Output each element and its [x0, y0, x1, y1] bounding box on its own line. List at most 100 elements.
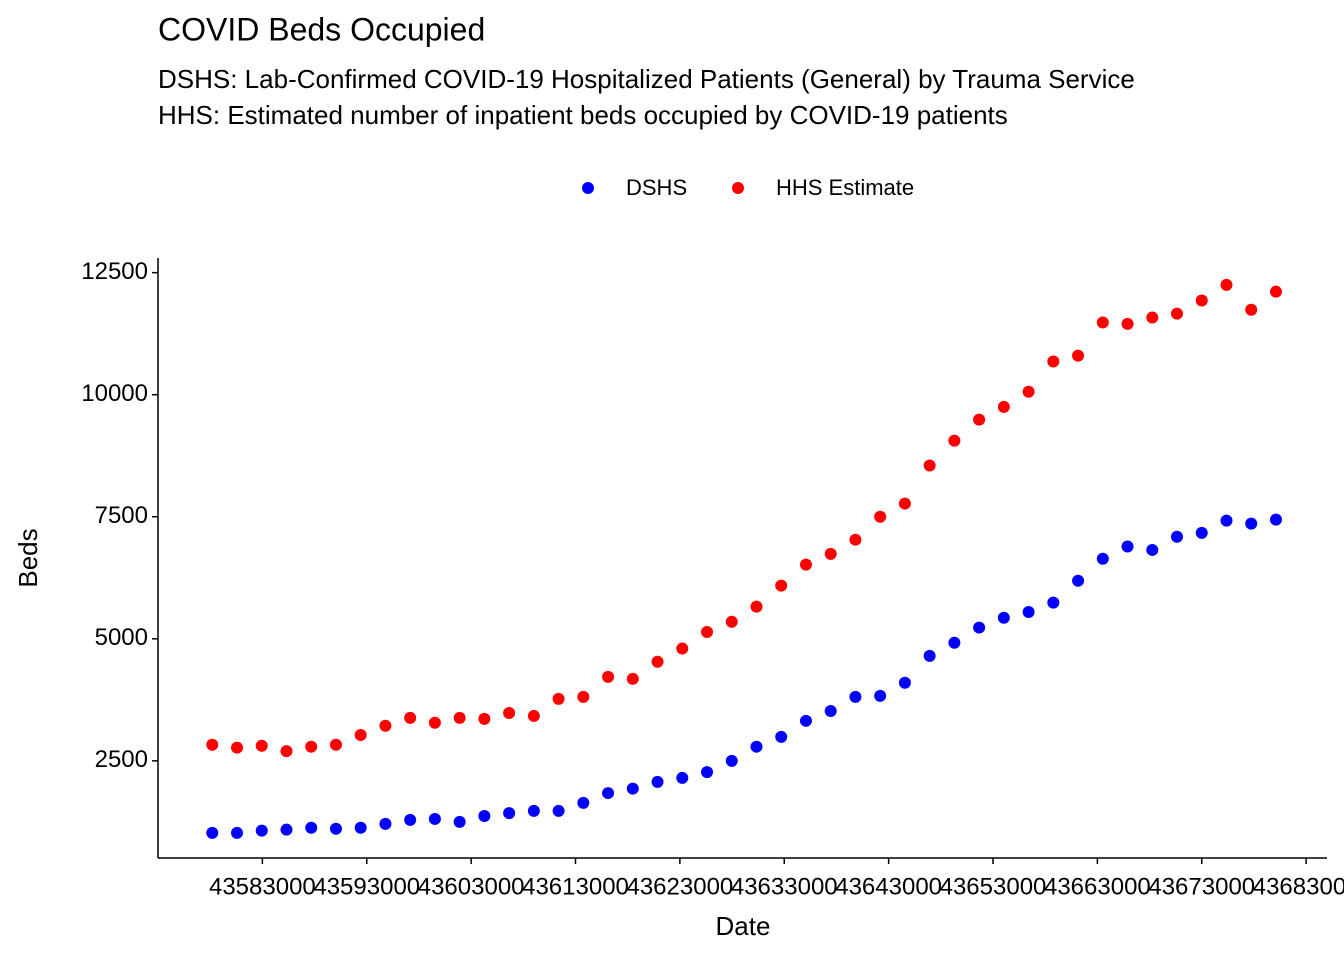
- point: [824, 705, 837, 718]
- point: [305, 821, 318, 834]
- point: [354, 821, 367, 834]
- point: [1269, 513, 1282, 526]
- point: [676, 642, 689, 655]
- point: [1245, 517, 1258, 530]
- point: [997, 400, 1010, 413]
- x-tick-label: 43673000: [1148, 873, 1255, 900]
- point: [898, 676, 911, 689]
- point: [379, 719, 392, 732]
- x-tick-label: 43603000: [418, 873, 525, 900]
- point: [651, 775, 664, 788]
- point: [1220, 278, 1233, 291]
- point: [453, 711, 466, 724]
- point: [775, 730, 788, 743]
- point: [849, 533, 862, 546]
- point: [750, 600, 763, 613]
- legend-label: DSHS: [626, 175, 687, 200]
- point: [948, 636, 961, 649]
- chart-subtitle: HHS: Estimated number of inpatient beds …: [158, 100, 1008, 130]
- chart-subtitle: DSHS: Lab-Confirmed COVID-19 Hospitalize…: [158, 64, 1135, 94]
- point: [280, 823, 293, 836]
- point: [1220, 514, 1233, 527]
- x-tick-label: 43633000: [731, 873, 838, 900]
- point: [1022, 605, 1035, 618]
- point: [404, 813, 417, 826]
- point: [231, 741, 244, 754]
- point: [701, 625, 714, 638]
- y-tick-label: 2500: [95, 746, 148, 773]
- point: [478, 712, 491, 725]
- point: [676, 771, 689, 784]
- point: [602, 670, 615, 683]
- point: [527, 804, 540, 817]
- point: [354, 728, 367, 741]
- point: [552, 804, 565, 817]
- x-tick-label: 43653000: [940, 873, 1047, 900]
- point: [948, 434, 961, 447]
- point: [626, 782, 639, 795]
- x-tick-label: 43583000: [209, 873, 316, 900]
- point: [404, 711, 417, 724]
- point: [824, 547, 837, 560]
- point: [428, 716, 441, 729]
- point: [379, 817, 392, 830]
- point: [898, 497, 911, 510]
- point: [231, 826, 244, 839]
- point: [329, 738, 342, 751]
- point: [1096, 316, 1109, 329]
- point: [725, 615, 738, 628]
- point: [874, 689, 887, 702]
- y-tick-label: 10000: [81, 380, 148, 407]
- y-axis-label: Beds: [13, 528, 43, 587]
- point: [1047, 596, 1060, 609]
- point: [503, 707, 516, 720]
- point: [1072, 349, 1085, 362]
- x-tick-label: 43683000: [1253, 873, 1344, 900]
- point: [799, 558, 812, 571]
- point: [428, 812, 441, 825]
- point: [1096, 552, 1109, 565]
- point: [552, 692, 565, 705]
- point: [849, 690, 862, 703]
- point: [973, 413, 986, 426]
- point: [626, 672, 639, 685]
- point: [1269, 285, 1282, 298]
- x-tick-label: 43623000: [626, 873, 733, 900]
- point: [1146, 311, 1159, 324]
- point: [1195, 294, 1208, 307]
- y-tick-label: 7500: [95, 502, 148, 529]
- point: [1121, 540, 1134, 553]
- point: [255, 739, 268, 752]
- point: [799, 714, 812, 727]
- legend-label: HHS Estimate: [776, 175, 914, 200]
- point: [725, 754, 738, 767]
- point: [527, 709, 540, 722]
- y-tick-label: 5000: [95, 624, 148, 651]
- point: [750, 740, 763, 753]
- point: [651, 655, 664, 668]
- point: [305, 740, 318, 753]
- point: [1022, 385, 1035, 398]
- point: [1146, 543, 1159, 556]
- point: [1195, 526, 1208, 539]
- point: [1171, 307, 1184, 320]
- point: [1072, 574, 1085, 587]
- point: [997, 611, 1010, 624]
- point: [577, 690, 590, 703]
- point: [973, 621, 986, 634]
- point: [923, 649, 936, 662]
- x-tick-label: 43593000: [313, 873, 420, 900]
- x-tick-label: 43663000: [1044, 873, 1151, 900]
- point: [478, 810, 491, 823]
- point: [206, 738, 219, 751]
- x-tick-label: 43643000: [835, 873, 942, 900]
- point: [206, 826, 219, 839]
- point: [602, 787, 615, 800]
- y-tick-label: 12500: [81, 258, 148, 285]
- legend-marker: [732, 182, 744, 194]
- point: [329, 822, 342, 835]
- point: [577, 796, 590, 809]
- legend-marker: [582, 182, 594, 194]
- point: [775, 579, 788, 592]
